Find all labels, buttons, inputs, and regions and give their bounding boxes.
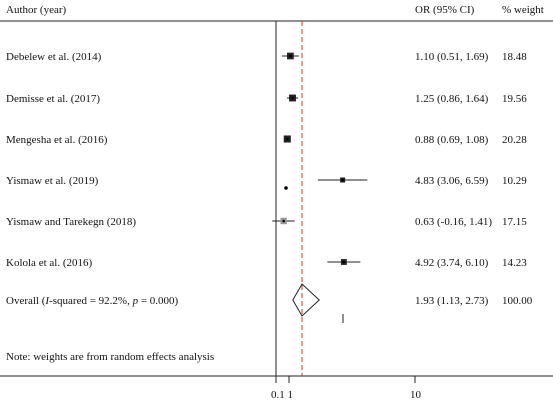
study-row: Yismaw et al. (2019) 4.83 (3.06, 6.59) 10.… [6,175,527,187]
study-row: Debelew et al. (2014) 1.10 (0.51, 1.69) 18… [6,51,527,63]
study-weight: 10.29 [502,175,527,187]
x-tick-label: 10 [410,389,422,401]
effect-point [291,96,294,100]
study-weight: 17.15 [502,216,527,228]
study-label: Yismaw and Tarekegn (2018) [6,216,136,228]
effect-point [342,260,346,264]
study-weight: 20.28 [502,134,527,146]
x-tick-label: 0.1 1 [271,389,293,401]
study-row: Demisse et al. (2017) 1.25 (0.86, 1.64) 19… [6,93,527,105]
overall-ci: 1.93 (1.13, 2.73) [415,295,489,307]
study-column-header: Author (year) [6,4,67,16]
study-weight: 14.23 [502,257,527,269]
effect-point [282,219,285,223]
study-ci: 4.92 (3.74, 6.10) [415,257,489,269]
study-row: Mengesha et al. (2016) 0.88 (0.69, 1.08) 2… [6,134,527,146]
overall-label: Overall (I-squared = 92.2%, p = 0.000) [6,295,179,307]
weights-note: Note: weights are from random effects an… [6,351,214,363]
study-weight: 18.48 [502,51,527,63]
study-ci: 0.88 (0.69, 1.08) [415,134,489,146]
study-label: Yismaw et al. (2019) [6,175,99,187]
effect-point [289,54,292,58]
study-label: Demisse et al. (2017) [6,93,100,105]
weight-column-header: % weight [502,4,544,16]
study-ci: 1.10 (0.51, 1.69) [415,51,489,63]
effect-point [285,137,289,141]
study-label: Debelew et al. (2014) [6,51,102,63]
overall-diamond [292,283,320,317]
study-row: Yismaw and Tarekegn (2018) 0.63 (-0.16, 1… [6,216,527,228]
effect-point [341,178,344,182]
study-ci: 0.63 (-0.16, 1.41) [415,216,492,228]
x-axis-ticks: 0.1 1 10 [271,376,422,401]
study-ci: 1.25 (0.86, 1.64) [415,93,489,105]
stray-point [284,186,288,190]
study-ci: 4.83 (3.06, 6.59) [415,175,489,187]
study-label: Mengesha et al. (2016) [6,134,108,146]
study-rows: Debelew et al. (2014) 1.10 (0.51, 1.69) 18… [6,51,527,269]
study-weight: 19.56 [502,93,527,105]
study-label: Kolola et al. (2016) [6,257,92,269]
study-row: Kolola et al. (2016) 4.92 (3.74, 6.10) 14.… [6,257,527,269]
overall-weight: 100.00 [502,295,533,307]
effect-column-header: OR (95% CI) [415,4,475,16]
